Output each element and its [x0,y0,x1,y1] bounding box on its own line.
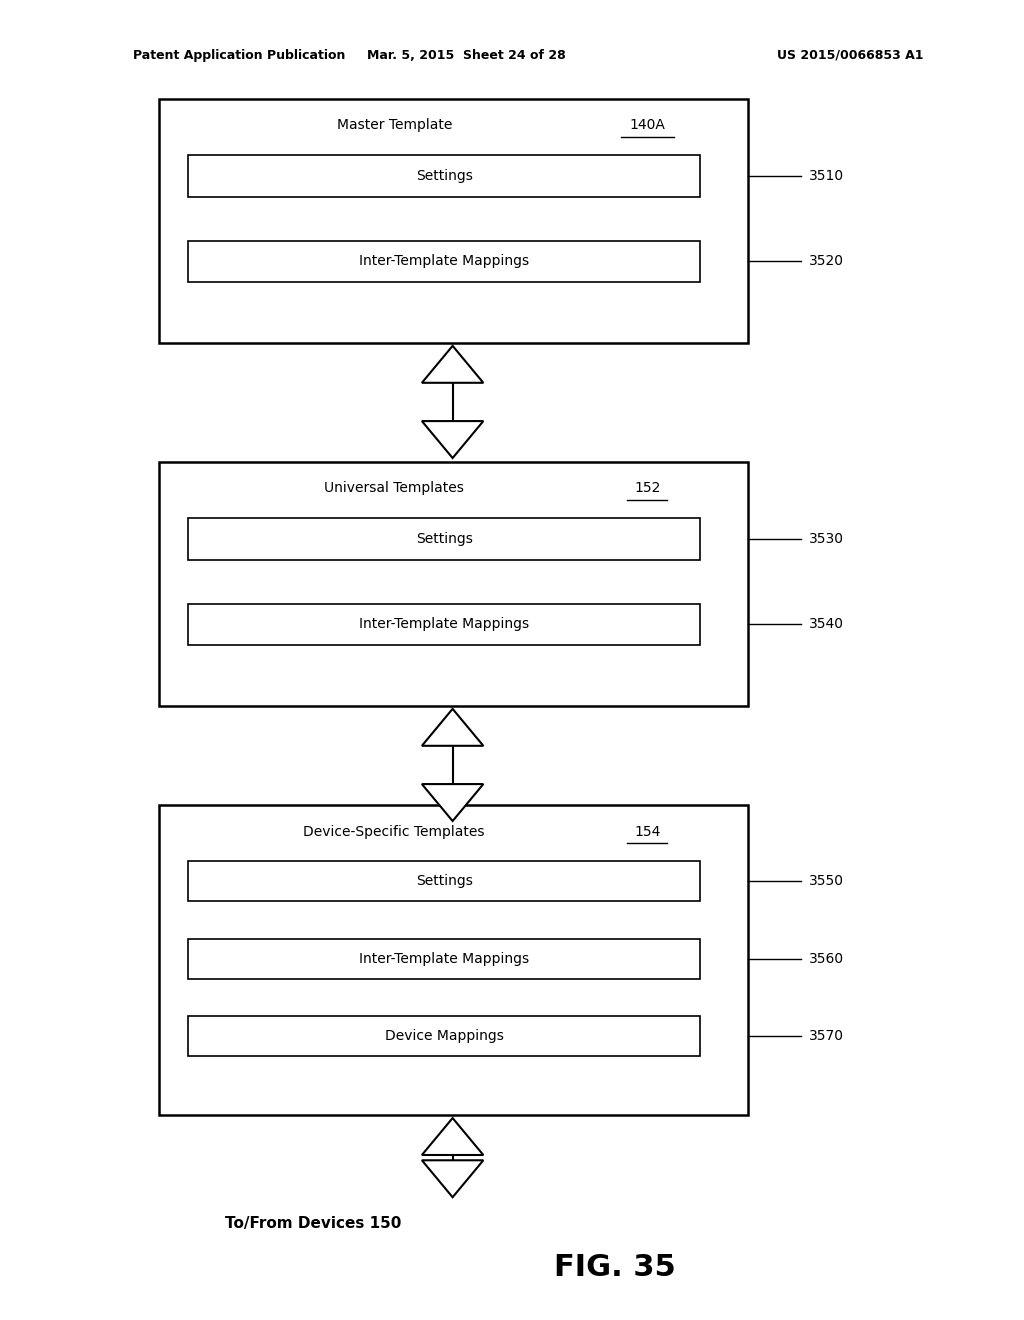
Polygon shape [422,709,483,746]
Text: Device-Specific Templates: Device-Specific Templates [303,825,485,838]
Polygon shape [422,1160,483,1197]
Text: US 2015/0066853 A1: US 2015/0066853 A1 [776,49,924,62]
Text: Inter-Template Mappings: Inter-Template Mappings [359,255,529,268]
Polygon shape [422,421,483,458]
Bar [188,519,700,560]
Text: Device Mappings: Device Mappings [385,1030,504,1043]
Text: Settings: Settings [416,532,473,546]
Text: 3540: 3540 [809,618,844,631]
Bar [188,861,700,902]
Text: Settings: Settings [416,874,473,888]
Text: Settings: Settings [416,169,473,183]
Text: Universal Templates: Universal Templates [325,482,464,495]
Bar [159,805,748,1115]
Bar [159,99,748,343]
Text: Inter-Template Mappings: Inter-Template Mappings [359,952,529,966]
Text: Mar. 5, 2015  Sheet 24 of 28: Mar. 5, 2015 Sheet 24 of 28 [367,49,565,62]
Text: 154: 154 [634,825,660,838]
Text: 3530: 3530 [809,532,844,546]
Text: 140A: 140A [630,119,666,132]
Bar [188,240,700,282]
Bar [188,603,700,645]
Text: 3560: 3560 [809,952,844,966]
Bar [188,156,700,197]
Text: 3550: 3550 [809,874,844,888]
Polygon shape [422,346,483,383]
Text: Inter-Template Mappings: Inter-Template Mappings [359,618,529,631]
Text: To/From Devices 150: To/From Devices 150 [225,1216,401,1232]
Polygon shape [422,784,483,821]
Text: Master Template: Master Template [337,119,452,132]
Text: 3520: 3520 [809,255,844,268]
Polygon shape [422,1118,483,1155]
Bar [159,462,748,706]
Bar [188,1016,700,1056]
Text: Patent Application Publication: Patent Application Publication [133,49,345,62]
Text: FIG. 35: FIG. 35 [554,1253,675,1282]
Text: 3510: 3510 [809,169,844,183]
Bar [188,939,700,979]
Text: 3570: 3570 [809,1030,844,1043]
Text: 152: 152 [634,482,660,495]
